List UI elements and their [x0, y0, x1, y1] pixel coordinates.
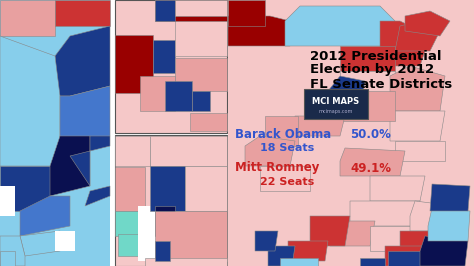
Polygon shape: [350, 201, 420, 226]
Polygon shape: [0, 236, 25, 266]
Polygon shape: [55, 0, 110, 26]
Polygon shape: [308, 91, 345, 116]
Polygon shape: [395, 21, 440, 51]
Bar: [228, 0, 474, 266]
Polygon shape: [228, 16, 290, 46]
Polygon shape: [155, 0, 175, 21]
Polygon shape: [0, 0, 55, 36]
Polygon shape: [260, 166, 310, 191]
Polygon shape: [285, 6, 395, 46]
Polygon shape: [155, 241, 170, 261]
Polygon shape: [0, 36, 60, 166]
Polygon shape: [280, 258, 318, 266]
Polygon shape: [0, 166, 50, 211]
Polygon shape: [165, 81, 192, 111]
Polygon shape: [340, 71, 395, 96]
Bar: [175, 58, 227, 91]
Polygon shape: [395, 141, 445, 161]
Bar: [192, 91, 210, 111]
Polygon shape: [228, 0, 265, 26]
Bar: [190, 113, 227, 131]
Text: Mitt Romney: Mitt Romney: [235, 161, 319, 174]
Polygon shape: [20, 196, 70, 236]
Polygon shape: [340, 148, 405, 176]
Bar: [115, 135, 227, 266]
Polygon shape: [370, 176, 425, 201]
Polygon shape: [50, 136, 90, 196]
Bar: [115, 167, 145, 211]
Bar: [150, 136, 227, 166]
Polygon shape: [390, 111, 445, 141]
Polygon shape: [388, 251, 440, 266]
Text: 22 Seats: 22 Seats: [260, 177, 314, 187]
Polygon shape: [385, 246, 445, 266]
Polygon shape: [265, 116, 298, 146]
Bar: [145, 258, 227, 266]
Bar: [140, 76, 175, 111]
Text: 2012 Presidential: 2012 Presidential: [310, 49, 441, 63]
Polygon shape: [428, 208, 470, 241]
Bar: [115, 35, 153, 93]
Polygon shape: [255, 231, 278, 251]
Polygon shape: [410, 201, 455, 231]
Polygon shape: [430, 184, 470, 211]
Polygon shape: [70, 136, 110, 186]
Bar: [138, 206, 158, 261]
Text: Barack Obama: Barack Obama: [235, 127, 331, 140]
Polygon shape: [370, 226, 420, 251]
Bar: [175, 5, 227, 56]
Polygon shape: [245, 136, 295, 166]
Polygon shape: [153, 40, 175, 73]
Text: 49.1%: 49.1%: [350, 161, 391, 174]
Text: FL Senate Districts: FL Senate Districts: [310, 77, 452, 90]
Polygon shape: [55, 26, 110, 96]
Polygon shape: [380, 21, 430, 66]
Polygon shape: [420, 236, 468, 266]
Polygon shape: [175, 0, 227, 16]
Bar: [0, 0, 110, 266]
Bar: [115, 136, 150, 166]
Polygon shape: [268, 246, 295, 266]
Polygon shape: [150, 166, 185, 211]
Text: 50.0%: 50.0%: [350, 127, 391, 140]
Polygon shape: [340, 46, 395, 71]
Polygon shape: [405, 11, 450, 36]
Polygon shape: [295, 116, 345, 136]
Polygon shape: [0, 251, 15, 266]
Bar: [155, 211, 227, 261]
Polygon shape: [360, 258, 385, 266]
Polygon shape: [390, 66, 445, 111]
Text: 18 Seats: 18 Seats: [260, 143, 314, 153]
Polygon shape: [400, 231, 450, 251]
Polygon shape: [340, 91, 395, 121]
Bar: [55, 231, 75, 251]
Text: Election by 2012: Election by 2012: [310, 64, 434, 77]
Polygon shape: [330, 221, 375, 246]
Polygon shape: [155, 0, 227, 21]
Polygon shape: [118, 234, 138, 256]
Bar: [0, 186, 15, 216]
Bar: [115, 0, 227, 133]
Text: MCI MAPS: MCI MAPS: [312, 97, 360, 106]
Polygon shape: [328, 76, 365, 111]
Polygon shape: [60, 86, 110, 146]
Polygon shape: [155, 206, 175, 236]
Polygon shape: [115, 211, 140, 236]
Text: mcimaps.com: mcimaps.com: [319, 109, 353, 114]
Polygon shape: [20, 231, 60, 256]
Polygon shape: [85, 186, 110, 206]
Polygon shape: [288, 241, 328, 261]
Polygon shape: [310, 216, 350, 246]
FancyBboxPatch shape: [304, 89, 368, 119]
Bar: [185, 166, 227, 211]
